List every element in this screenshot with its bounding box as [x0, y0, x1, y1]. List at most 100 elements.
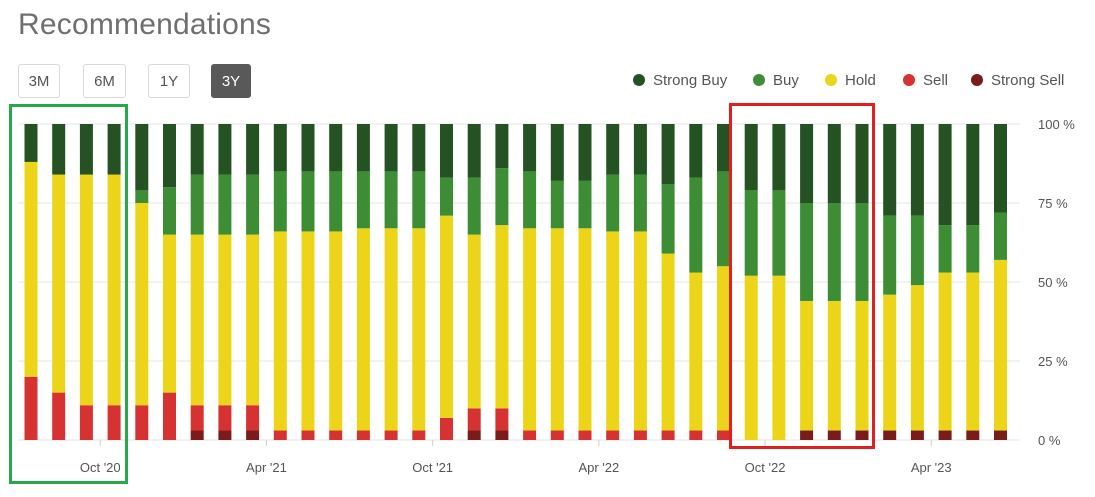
bar-segment-strong-buy[interactable] — [79, 124, 93, 175]
bar-segment-strong-sell[interactable] — [938, 430, 952, 440]
bar-segment-strong-sell[interactable] — [218, 430, 232, 440]
legend-buy[interactable]: Buy — [753, 72, 799, 89]
bar-segment-buy[interactable] — [994, 212, 1007, 260]
bar-segment-buy[interactable] — [163, 187, 176, 235]
bar-segment-sell[interactable] — [135, 405, 149, 440]
bar-segment-strong-buy[interactable] — [356, 124, 370, 172]
bar-segment-buy[interactable] — [440, 177, 453, 216]
bar-segment-strong-buy[interactable] — [440, 124, 453, 178]
bar-segment-strong-buy[interactable] — [966, 124, 980, 226]
bar-segment-hold[interactable] — [24, 161, 38, 377]
bar-segment-buy[interactable] — [384, 171, 398, 229]
bar-segment-buy[interactable] — [135, 190, 149, 203]
bar-segment-strong-buy[interactable] — [329, 124, 343, 172]
bar-segment-strong-sell[interactable] — [883, 430, 897, 440]
bar-segment-strong-buy[interactable] — [301, 124, 315, 172]
bar-segment-sell[interactable] — [689, 430, 703, 440]
bar-segment-buy[interactable] — [938, 225, 952, 273]
bar-segment-hold[interactable] — [273, 231, 287, 431]
legend-sell[interactable]: Sell — [903, 72, 948, 89]
bar-segment-sell[interactable] — [550, 430, 564, 440]
bar-segment-strong-buy[interactable] — [412, 124, 426, 172]
bar-segment-sell[interactable] — [606, 430, 620, 440]
bar-segment-hold[interactable] — [163, 234, 176, 393]
bar-segment-hold[interactable] — [800, 300, 814, 431]
bar-segment-buy[interactable] — [772, 190, 786, 276]
bar-segment-buy[interactable] — [633, 174, 647, 232]
bar-segment-hold[interactable] — [772, 275, 786, 440]
bar-segment-hold[interactable] — [633, 231, 647, 431]
bar-segment-strong-sell[interactable] — [827, 430, 841, 440]
bar-segment-sell[interactable] — [329, 430, 343, 440]
bar-segment-sell[interactable] — [190, 405, 204, 431]
bar-segment-strong-buy[interactable] — [855, 124, 869, 203]
bar-segment-buy[interactable] — [966, 225, 980, 273]
bar-segment-strong-buy[interactable] — [246, 124, 260, 175]
bar-segment-hold[interactable] — [301, 231, 315, 431]
bar-segment-hold[interactable] — [578, 228, 592, 431]
bar-segment-hold[interactable] — [79, 174, 93, 406]
bar-segment-buy[interactable] — [661, 184, 675, 254]
bar-segment-hold[interactable] — [495, 225, 509, 409]
bar-segment-sell[interactable] — [384, 430, 398, 440]
bar-segment-hold[interactable] — [329, 231, 343, 431]
bar-segment-hold[interactable] — [938, 272, 952, 431]
bar-segment-strong-buy[interactable] — [52, 124, 66, 175]
bar-segment-buy[interactable] — [717, 171, 730, 267]
bar-segment-strong-buy[interactable] — [578, 124, 592, 181]
bar-segment-strong-buy[interactable] — [107, 124, 121, 175]
bar-segment-strong-buy[interactable] — [273, 124, 287, 172]
bar-segment-hold[interactable] — [412, 228, 426, 431]
bar-segment-strong-buy[interactable] — [772, 124, 786, 191]
bar-segment-buy[interactable] — [883, 215, 897, 295]
bar-segment-sell[interactable] — [440, 417, 453, 440]
bar-segment-strong-sell[interactable] — [994, 430, 1007, 440]
bar-segment-hold[interactable] — [356, 228, 370, 431]
bar-segment-strong-buy[interactable] — [523, 124, 537, 172]
bar-segment-strong-buy[interactable] — [550, 124, 564, 181]
bar-segment-hold[interactable] — [190, 234, 204, 406]
bar-segment-hold[interactable] — [661, 253, 675, 431]
bar-segment-strong-buy[interactable] — [163, 124, 176, 188]
bar-segment-hold[interactable] — [994, 259, 1007, 431]
bar-segment-hold[interactable] — [107, 174, 121, 406]
range-3m-button[interactable]: 3M — [18, 64, 60, 98]
bar-segment-buy[interactable] — [356, 171, 370, 229]
bar-segment-sell[interactable] — [523, 430, 537, 440]
bar-segment-strong-buy[interactable] — [495, 124, 509, 169]
bar-segment-hold[interactable] — [717, 266, 730, 431]
range-6m-button[interactable]: 6M — [83, 64, 126, 98]
bar-segment-hold[interactable] — [246, 234, 260, 406]
bar-segment-hold[interactable] — [855, 300, 869, 431]
bar-segment-sell[interactable] — [661, 430, 675, 440]
bar-segment-buy[interactable] — [827, 203, 841, 301]
bar-segment-strong-sell[interactable] — [246, 430, 260, 440]
bar-segment-buy[interactable] — [218, 174, 232, 235]
bar-segment-hold[interactable] — [606, 231, 620, 431]
bar-segment-strong-buy[interactable] — [938, 124, 952, 226]
bar-segment-hold[interactable] — [523, 228, 537, 431]
bar-segment-strong-buy[interactable] — [994, 124, 1007, 213]
bar-segment-strong-sell[interactable] — [910, 430, 924, 440]
bar-segment-buy[interactable] — [689, 177, 703, 273]
bar-segment-strong-buy[interactable] — [717, 124, 730, 172]
bar-segment-hold[interactable] — [827, 300, 841, 431]
bar-segment-sell[interactable] — [301, 430, 315, 440]
bar-segment-buy[interactable] — [190, 174, 204, 235]
bar-segment-buy[interactable] — [246, 174, 260, 235]
bar-segment-buy[interactable] — [800, 203, 814, 301]
bar-segment-hold[interactable] — [218, 234, 232, 406]
bar-segment-strong-sell[interactable] — [467, 430, 481, 440]
bar-segment-sell[interactable] — [246, 405, 260, 431]
bar-segment-hold[interactable] — [744, 275, 758, 440]
legend-strong-sell[interactable]: Strong Sell — [971, 72, 1064, 89]
bar-segment-sell[interactable] — [218, 405, 232, 431]
bar-segment-hold[interactable] — [467, 234, 481, 409]
bar-segment-hold[interactable] — [883, 294, 897, 431]
bar-segment-sell[interactable] — [356, 430, 370, 440]
bar-segment-buy[interactable] — [273, 171, 287, 232]
bar-segment-buy[interactable] — [329, 171, 343, 232]
bar-segment-strong-buy[interactable] — [883, 124, 897, 216]
bar-segment-hold[interactable] — [689, 272, 703, 431]
range-1y-button[interactable]: 1Y — [148, 64, 190, 98]
